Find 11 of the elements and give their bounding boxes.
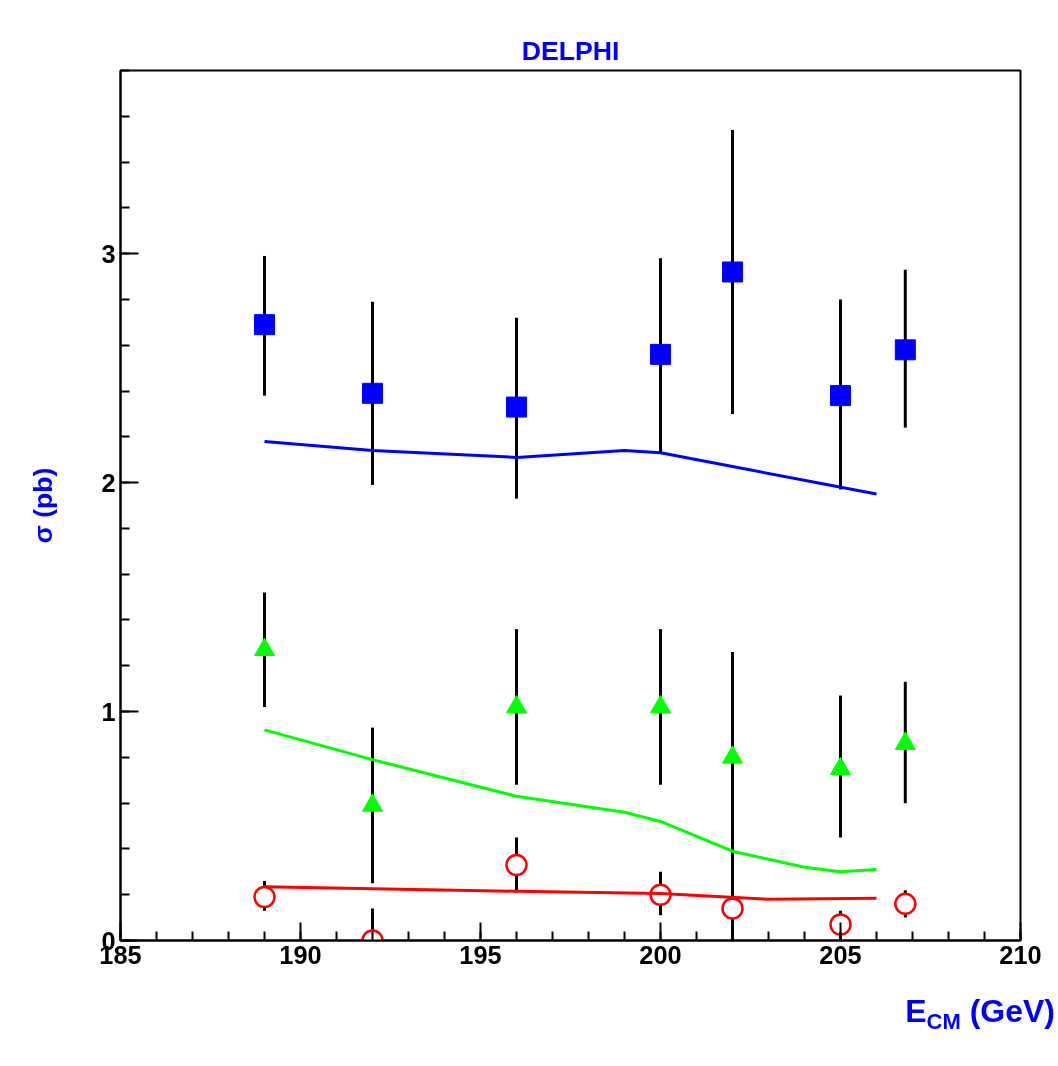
x-tick-label: 210 <box>999 940 1042 969</box>
x-tick-label: 190 <box>279 940 322 969</box>
x-tick-label: 200 <box>639 940 682 969</box>
y-tick-label: 1 <box>101 697 116 726</box>
chart-title: DELPHI <box>521 35 620 66</box>
y-tick-label: 2 <box>101 468 116 497</box>
x-tick-label: 205 <box>819 940 862 969</box>
x-tick-label: 195 <box>459 940 502 969</box>
x-axis-title: E$_{CM}$ (GeV) <box>905 993 1055 1035</box>
y-tick-label: 3 <box>101 239 116 268</box>
y-axis-title: σ (pb) <box>28 467 59 544</box>
